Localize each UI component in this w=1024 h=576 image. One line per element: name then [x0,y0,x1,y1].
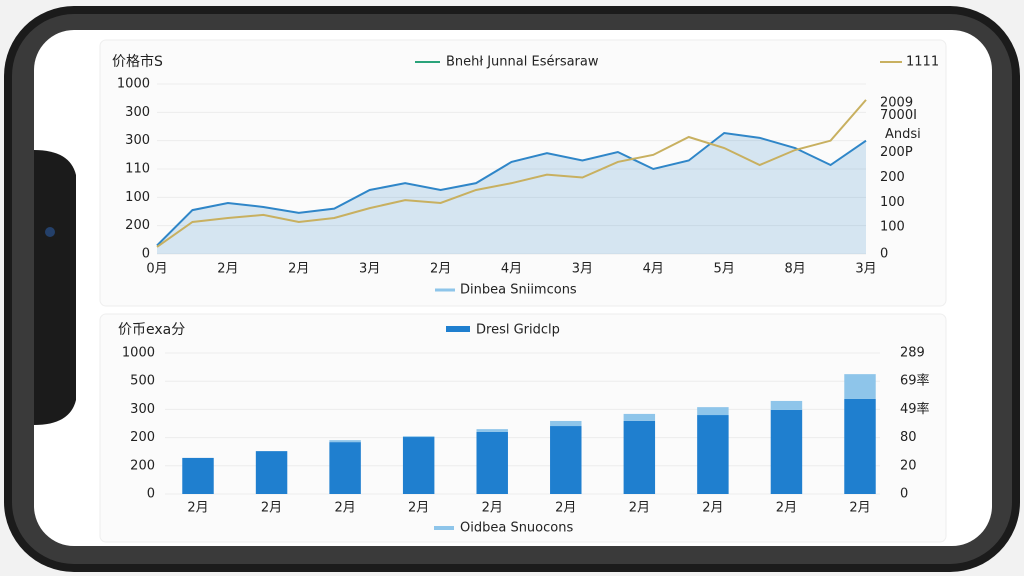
y-tick-label: 500 [130,374,155,389]
bar [255,451,288,494]
x-tick-label: 0月 [146,262,167,277]
y2-tick-label: 2009 [880,95,913,110]
y-tick-label: 1000 [117,77,150,92]
x-tick-label: 2月 [408,501,429,516]
y-tick-label: 300 [125,133,150,148]
x-tick-label: 2月 [187,501,208,516]
area [157,133,866,254]
bar [623,420,656,494]
legend-label: 1111 [906,55,939,70]
bar [329,440,361,443]
x-tick-label: 2月 [776,501,797,516]
line [156,99,867,248]
bar [697,407,729,416]
y-tick-label: 100 [125,190,150,205]
bar [770,409,803,494]
legend-label: Oidbea Snuocons [460,521,573,536]
legend-swatch [446,326,470,332]
x-tick-label: 5月 [714,262,735,277]
x-tick-label: 2月 [334,501,355,516]
y-tick-label: 200 [130,458,155,473]
bar [623,413,656,421]
y2-tick-label: 69率 [900,373,930,389]
card-top [99,39,947,307]
y-tick-label: 300 [130,402,155,417]
x-tick-label: 2月 [849,501,870,516]
y2-tick-label: 100 [880,220,905,235]
bar [402,437,435,494]
footer-legend: Dinbea Sniimcons [460,283,577,298]
x-tick-label: 3月 [855,262,876,277]
x-tick-label: 3月 [572,262,593,277]
series-label: Andsi [885,127,921,142]
legend-title: Bnehł Junnal Esérsaraw [446,55,599,70]
y2-tick-label: 0 [880,247,888,262]
x-tick-label: 2月 [217,262,238,277]
bar [182,457,214,494]
bar [844,374,876,399]
bar [476,429,508,432]
y2-tick-label: 80 [900,430,917,445]
card-bottom [99,313,947,543]
y2-tick-label: 20 [900,458,917,473]
bar [550,420,582,427]
x-tick-label: 2月 [629,501,650,516]
y2-tick-label: 200 [880,170,905,185]
y-tick-label: 300 [125,105,150,120]
x-tick-label: 8月 [784,262,805,277]
x-tick-label: 4月 [501,262,522,277]
y-tick-label: 1000 [122,346,155,361]
x-tick-label: 2月 [482,501,503,516]
x-tick-label: 3月 [359,262,380,277]
chart-title: 价币exa分 [118,322,185,338]
bar [329,442,361,494]
y2-tick-label: 49率 [900,401,930,417]
x-tick-label: 2月 [288,262,309,277]
notch [34,150,76,425]
y2-tick-label: 289 [900,346,925,361]
x-tick-label: 2月 [555,501,576,516]
bar [770,400,803,410]
chart-title: 价格市S [112,53,163,70]
bar [402,436,435,438]
bar [476,431,508,494]
y-tick-label: 200 [130,430,155,445]
y2-tick-label: 7000I [880,108,917,123]
x-tick-label: 2月 [702,501,723,516]
y2-tick-label: 0 [900,487,908,502]
y-tick-label: 200 [125,218,150,233]
x-tick-label: 4月 [643,262,664,277]
y2-tick-label: 100 [880,195,905,210]
y2-tick-label: 200P [880,145,913,160]
x-tick-label: 2月 [430,262,451,277]
line [156,131,867,247]
x-tick-label: 2月 [261,501,282,516]
y-tick-label: 0 [142,247,150,262]
y-tick-label: 110 [125,162,150,177]
bar [550,426,582,494]
bar [697,415,729,494]
y-tick-label: 0 [147,487,155,502]
legend-label: Dresl Gridclp [476,323,560,338]
camera [45,227,55,237]
bar [844,398,876,494]
legend-swatch [434,526,454,530]
